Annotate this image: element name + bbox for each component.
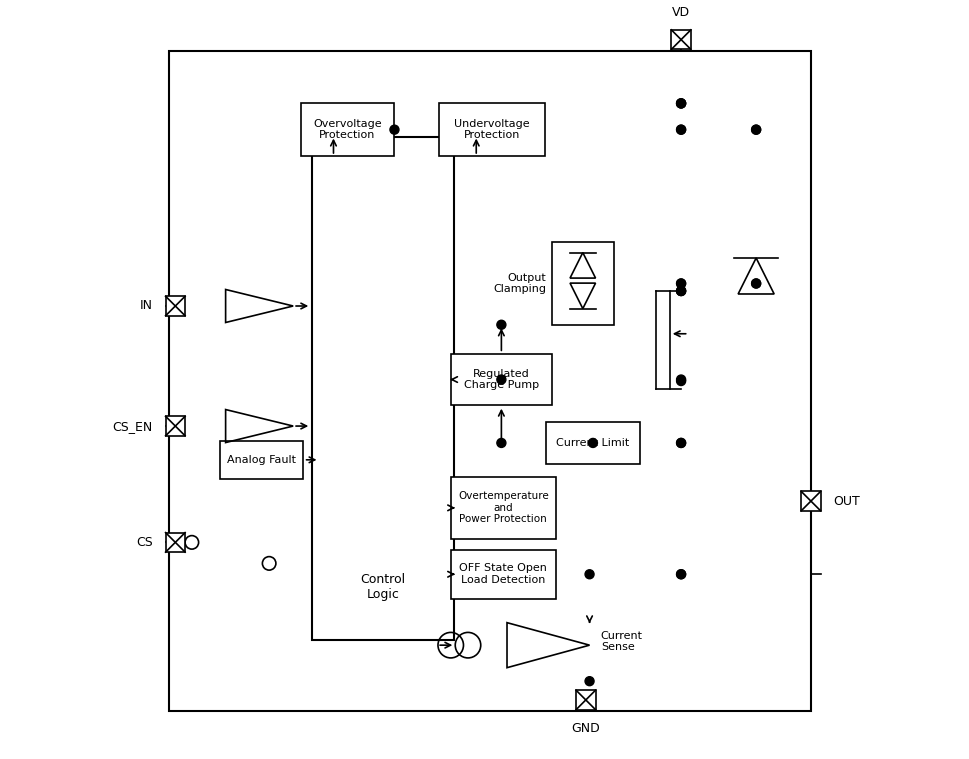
- Circle shape: [676, 439, 686, 448]
- Text: Overvoltage
Protection: Overvoltage Protection: [313, 119, 382, 140]
- Text: Current
Sense: Current Sense: [601, 631, 642, 652]
- Bar: [801, 491, 821, 511]
- Circle shape: [585, 677, 594, 685]
- Circle shape: [497, 320, 506, 329]
- Text: GND: GND: [572, 723, 600, 735]
- Circle shape: [752, 279, 761, 288]
- Circle shape: [676, 570, 686, 579]
- Circle shape: [752, 279, 761, 288]
- Circle shape: [676, 570, 686, 579]
- Bar: [220, 441, 303, 479]
- Circle shape: [676, 375, 686, 384]
- Circle shape: [676, 279, 686, 288]
- Text: Current Limit: Current Limit: [556, 438, 630, 448]
- Circle shape: [676, 286, 686, 295]
- Text: Control
Logic: Control Logic: [360, 573, 406, 601]
- Circle shape: [676, 99, 686, 108]
- Bar: [166, 416, 185, 436]
- Bar: [166, 533, 185, 552]
- Bar: [576, 690, 596, 710]
- Text: VD: VD: [672, 5, 690, 19]
- Text: Analog Fault: Analog Fault: [227, 455, 297, 465]
- Circle shape: [676, 125, 686, 134]
- Circle shape: [676, 99, 686, 108]
- Bar: [451, 550, 556, 599]
- Text: OUT: OUT: [833, 495, 860, 508]
- Circle shape: [676, 279, 686, 288]
- Bar: [552, 242, 613, 325]
- Bar: [166, 296, 185, 316]
- Text: OFF State Open
Load Detection: OFF State Open Load Detection: [459, 563, 547, 585]
- Bar: [170, 51, 811, 711]
- Circle shape: [752, 125, 761, 134]
- Circle shape: [497, 375, 506, 384]
- Text: Overtemperature
and
Power Protection: Overtemperature and Power Protection: [458, 491, 548, 524]
- Text: Undervoltage
Protection: Undervoltage Protection: [454, 119, 530, 140]
- Bar: [672, 30, 691, 49]
- Circle shape: [497, 439, 506, 448]
- Text: IN: IN: [140, 300, 153, 313]
- Bar: [451, 477, 556, 539]
- Text: Output
Clamping: Output Clamping: [493, 272, 546, 294]
- Circle shape: [676, 286, 686, 295]
- Circle shape: [588, 439, 598, 448]
- Bar: [451, 354, 552, 405]
- Bar: [440, 103, 545, 156]
- Circle shape: [676, 99, 686, 108]
- Circle shape: [676, 286, 686, 295]
- Circle shape: [390, 125, 399, 134]
- Circle shape: [676, 125, 686, 134]
- Text: CS_EN: CS_EN: [112, 420, 153, 433]
- Circle shape: [676, 376, 686, 386]
- Text: Regulated
Charge Pump: Regulated Charge Pump: [464, 369, 539, 390]
- Circle shape: [585, 570, 594, 579]
- Circle shape: [676, 439, 686, 448]
- Bar: [312, 137, 454, 640]
- Circle shape: [752, 125, 761, 134]
- Text: CS: CS: [136, 536, 153, 549]
- Bar: [546, 422, 640, 464]
- Bar: [300, 103, 394, 156]
